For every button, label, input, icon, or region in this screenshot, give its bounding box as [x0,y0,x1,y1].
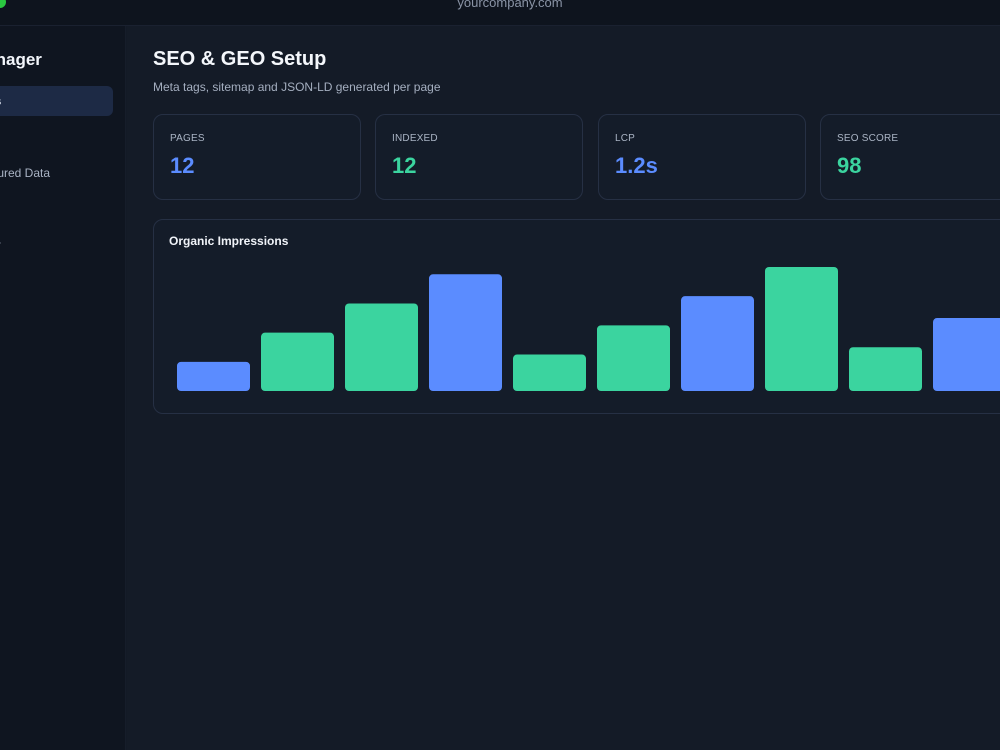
sidebar-item-label: es [0,94,1,108]
stat-card-indexed: INDEXED 12 [375,114,583,200]
sidebar-item-structured-data[interactable]: ctured Data [0,158,50,188]
window-maximize-dot[interactable] [0,0,6,8]
stat-card-seo-score: SEO SCORE 98 [820,114,1000,200]
chart-bar-9 [849,347,922,391]
sidebar-item-label: py [0,238,1,252]
sidebar-item-label: ctured Data [0,166,51,180]
impressions-bar-chart [177,267,1000,391]
chart-bar-5 [513,354,586,391]
stat-label: SEO SCORE [837,133,899,144]
sidebar-item-pages[interactable]: es [0,86,113,116]
chart-title: Organic Impressions [169,234,289,248]
impressions-chart-card: Organic Impressions [153,219,1000,414]
window-url: yourcompany.com [457,0,563,10]
stat-value: 12 [170,153,195,178]
stat-card-lcp: LCP 1.2s [598,114,806,200]
main-content: SEO & GEO Setup Meta tags, sitemap and J… [127,26,1000,750]
page-subtitle: Meta tags, sitemap and JSON-LD generated… [153,80,441,94]
window-titlebar: yourcompany.com [0,0,1000,26]
page-title: SEO & GEO Setup [153,48,327,70]
chart-bar-1 [177,361,250,391]
stat-card-pages: PAGES 12 [153,114,361,200]
chart-bar-4 [429,274,502,391]
stat-label: INDEXED [392,133,438,144]
chart-bar-8 [765,267,838,391]
stat-value: 98 [837,153,862,178]
chart-bar-10 [933,318,1000,391]
sidebar-item-copy[interactable]: py [0,230,1,260]
chart-bar-7 [681,296,754,391]
chart-bar-3 [345,303,418,391]
stat-label: PAGES [170,133,205,144]
chart-bar-6 [597,325,670,391]
sidebar-title: Manager [0,50,42,69]
stat-label: LCP [615,133,636,144]
sidebar: Manager es ctured Data a py [0,26,126,750]
stat-value: 1.2s [615,153,658,178]
stat-value: 12 [392,153,417,178]
chart-bar-2 [261,332,334,391]
